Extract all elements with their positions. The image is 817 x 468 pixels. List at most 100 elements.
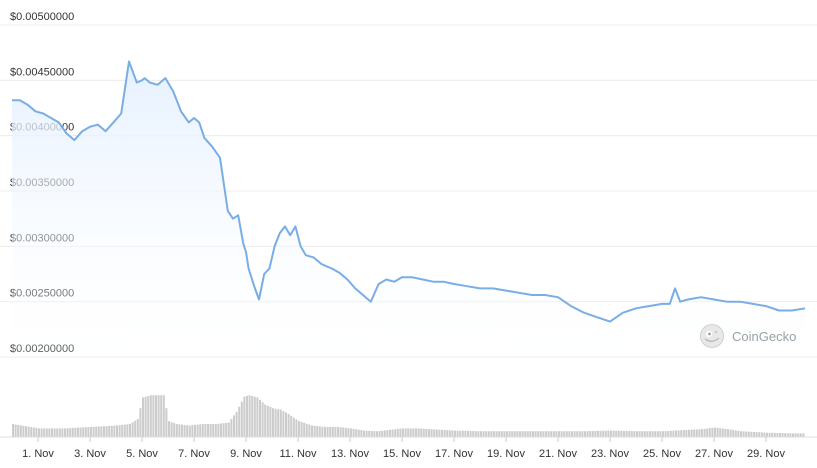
volume-bar-236 xyxy=(625,431,628,437)
volume-bar-51 xyxy=(144,396,147,437)
volume-bar-113 xyxy=(305,423,308,437)
volume-bar-46 xyxy=(131,422,134,437)
volume-bar-86 xyxy=(235,411,238,437)
volume-bar-156 xyxy=(417,428,420,437)
volume-bar-166 xyxy=(443,429,446,437)
volume-bar-101 xyxy=(274,408,277,437)
volume-bar-102 xyxy=(277,409,280,437)
volume-bar-151 xyxy=(404,428,407,437)
x-axis-labels: 1. Nov 3. Nov 5. Nov 7. Nov 9. Nov 11. Nov 13.… xyxy=(22,437,785,460)
coingecko-watermark: CoinGecko xyxy=(700,324,796,348)
volume-bar-71 xyxy=(196,424,199,437)
volume-bar-130 xyxy=(350,428,352,437)
volume-bar-3 xyxy=(19,425,22,437)
volume-bar-152 xyxy=(407,428,410,437)
volume-bar-177 xyxy=(472,431,475,437)
volume-bar-2 xyxy=(17,424,20,437)
volume-bar-26 xyxy=(79,427,82,437)
volume-bar-147 xyxy=(394,429,397,437)
volume-bar-8 xyxy=(32,427,35,437)
volume-bar-14 xyxy=(48,428,51,437)
volume-bar-56 xyxy=(157,395,160,437)
volume-bar-222 xyxy=(589,431,592,437)
volume-bar-9 xyxy=(35,427,38,437)
volume-bar-5 xyxy=(25,426,27,437)
volume-bar-245 xyxy=(649,431,651,437)
volume-bar-81 xyxy=(222,423,225,437)
volume-bar-277 xyxy=(732,429,735,437)
volume-bar-230 xyxy=(610,430,612,437)
volume-bar-281 xyxy=(742,431,745,437)
volume-bar-125 xyxy=(337,426,339,437)
volume-bar-89 xyxy=(243,396,246,437)
volume-bar-58 xyxy=(162,395,165,437)
volume-bar-237 xyxy=(628,431,631,437)
volume-bar-228 xyxy=(604,430,607,437)
volume-bar-75 xyxy=(207,424,209,437)
volume-bar-296 xyxy=(781,433,784,437)
volume-bar-195 xyxy=(519,431,521,437)
volume-bar-104 xyxy=(282,411,285,437)
volume-bar-154 xyxy=(412,428,415,437)
volume-bar-243 xyxy=(643,431,646,437)
volume-bar-207 xyxy=(550,431,553,437)
volume-bar-91 xyxy=(248,395,251,437)
volume-bar-252 xyxy=(667,431,670,437)
volume-bar-59 xyxy=(165,408,168,437)
volume-bar-276 xyxy=(729,429,732,437)
x-tick-label-12: 25. Nov xyxy=(643,448,681,460)
volume-bar-21 xyxy=(66,428,69,437)
volume-bar-297 xyxy=(784,433,787,437)
volume-bar-50 xyxy=(142,397,144,437)
volume-bar-10 xyxy=(38,428,40,437)
volume-bar-172 xyxy=(459,430,462,437)
volume-bar-0 xyxy=(12,424,14,437)
volume-bar-182 xyxy=(485,431,488,437)
volume-bar-123 xyxy=(331,426,334,437)
volume-bar-120 xyxy=(324,426,326,437)
volume-bar-183 xyxy=(487,431,490,437)
volume-bar-262 xyxy=(693,429,696,437)
volume-bar-16 xyxy=(53,428,56,437)
volume-bar-30 xyxy=(90,426,92,437)
x-tick-label-1: 3. Nov xyxy=(74,448,106,460)
volume-bar-27 xyxy=(82,427,85,437)
volume-bar-7 xyxy=(30,427,33,437)
volume-bar-36 xyxy=(105,426,108,437)
volume-bar-68 xyxy=(188,425,191,437)
volume-bar-194 xyxy=(516,431,519,437)
volume-bar-70 xyxy=(194,424,196,437)
volume-bar-295 xyxy=(779,433,781,437)
volume-bar-66 xyxy=(183,424,186,437)
volume-bar-224 xyxy=(594,431,597,437)
volume-bar-300 xyxy=(792,433,794,437)
volume-bar-188 xyxy=(500,431,503,437)
volume-bar-170 xyxy=(454,430,456,437)
volume-bar-234 xyxy=(620,430,623,437)
volume-bar-111 xyxy=(300,422,303,437)
volume-bar-231 xyxy=(612,430,615,437)
x-tick-label-5: 11. Nov xyxy=(279,448,317,460)
volume-bar-108 xyxy=(292,417,295,437)
volume-bar-168 xyxy=(448,430,451,437)
volume-bar-77 xyxy=(212,424,215,437)
volume-bar-246 xyxy=(651,431,654,437)
volume-bar-57 xyxy=(160,395,163,437)
volume-bar-185 xyxy=(493,431,495,437)
volume-bar-238 xyxy=(630,431,633,437)
volume-bar-241 xyxy=(638,431,641,437)
volume-bar-149 xyxy=(399,428,402,437)
volume-bar-226 xyxy=(599,430,602,437)
volume-bar-126 xyxy=(339,427,342,437)
volume-bar-267 xyxy=(706,428,709,437)
x-tick-label-6: 13. Nov xyxy=(331,448,369,460)
volume-bar-202 xyxy=(537,431,540,437)
volume-bar-175 xyxy=(467,430,469,437)
volume-bar-35 xyxy=(103,426,105,437)
volume-bar-239 xyxy=(633,431,636,437)
volume-bar-37 xyxy=(108,425,111,437)
x-tick-label-13: 27. Nov xyxy=(695,448,733,460)
volume-bar-129 xyxy=(347,428,350,437)
volume-bar-249 xyxy=(659,431,662,437)
volume-bar-25 xyxy=(77,427,79,437)
